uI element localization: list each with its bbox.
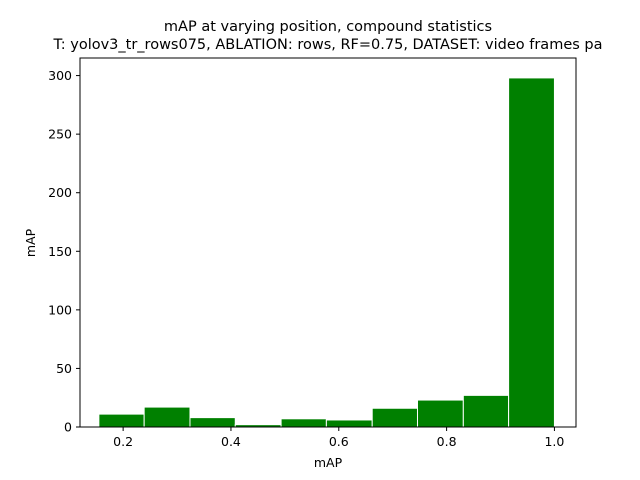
y-tick-label: 100 — [48, 302, 72, 317]
x-tick-label: 0.2 — [113, 434, 133, 449]
y-tick-label: 0 — [64, 420, 72, 435]
y-tick-label: 150 — [48, 244, 72, 259]
y-tick-label: 300 — [48, 68, 72, 83]
histogram-bar-7 — [371, 407, 418, 428]
x-axis-ticks: 0.2 0.4 0.6 0.8 1.0 — [113, 427, 564, 449]
y-tick-label: 250 — [48, 127, 72, 142]
x-tick-label: 0.4 — [221, 434, 241, 449]
chart-subtitle: T: yolov3_tr_rows075, ABLATION: rows, RF… — [52, 37, 602, 53]
histogram-bar-5 — [280, 418, 327, 428]
y-axis-label: mAP — [23, 228, 38, 257]
y-tick-label: 200 — [48, 185, 72, 200]
y-axis-ticks: 0 50 100 150 200 250 300 — [48, 68, 80, 435]
histogram-bar-9 — [462, 394, 510, 428]
x-tick-label: 0.6 — [329, 434, 349, 449]
x-tick-label: 0.8 — [437, 434, 457, 449]
histogram-bar-10 — [508, 77, 555, 428]
x-tick-label: 1.0 — [544, 434, 564, 449]
histogram-bar-2 — [143, 406, 191, 428]
chart-title: mAP at varying position, compound statis… — [164, 19, 492, 35]
plot-frame — [79, 57, 577, 428]
x-axis-label: mAP — [314, 455, 343, 470]
histogram-bar-8 — [416, 399, 464, 428]
y-tick-label: 50 — [56, 361, 72, 376]
histogram-bar-6 — [325, 419, 373, 428]
histogram-bar-3 — [189, 417, 236, 428]
histogram-bar-1 — [98, 413, 145, 428]
